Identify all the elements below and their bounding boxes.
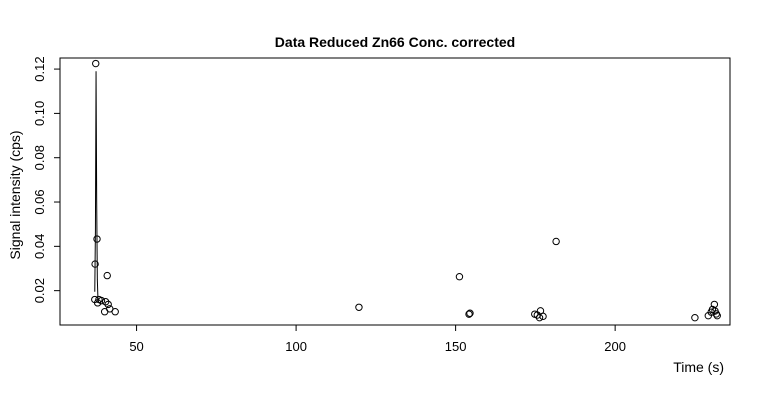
data-point bbox=[691, 313, 699, 322]
y-tick-label: 0.08 bbox=[32, 145, 47, 170]
x-tick-label: 100 bbox=[285, 339, 307, 354]
data-point bbox=[111, 308, 119, 316]
series-line-path bbox=[94, 71, 99, 300]
data-point bbox=[104, 300, 112, 309]
data-point bbox=[93, 235, 101, 243]
data-point bbox=[355, 303, 363, 311]
data-point bbox=[466, 309, 474, 317]
data-points bbox=[91, 59, 721, 322]
data-point bbox=[465, 310, 473, 318]
data-point bbox=[92, 59, 100, 68]
x-tick-label: 200 bbox=[604, 339, 626, 354]
x-axis-label: Time (s) bbox=[673, 359, 724, 375]
data-point bbox=[539, 312, 547, 321]
data-point bbox=[455, 272, 464, 281]
y-tick-label: 0.04 bbox=[32, 234, 47, 259]
y-tick-label: 0.12 bbox=[32, 56, 47, 81]
x-tick-label: 50 bbox=[129, 339, 143, 354]
series-line bbox=[94, 71, 99, 300]
y-axis-label: Signal intensity (cps) bbox=[7, 130, 23, 259]
data-point bbox=[93, 299, 102, 307]
x-axis: 50 100 150 200 bbox=[129, 325, 626, 354]
x-tick-label: 150 bbox=[445, 339, 467, 354]
data-point bbox=[713, 311, 721, 320]
data-point bbox=[91, 260, 99, 268]
y-tick-label: 0.02 bbox=[32, 278, 47, 303]
chart-title: Data Reduced Zn66 Conc. corrected bbox=[275, 34, 515, 50]
y-tick-label: 0.06 bbox=[32, 189, 47, 214]
data-point bbox=[103, 271, 111, 280]
y-axis: 0.02 0.04 0.06 0.08 0.10 0.12 bbox=[32, 56, 60, 303]
data-point bbox=[97, 296, 106, 305]
data-point bbox=[535, 313, 544, 322]
data-point bbox=[552, 237, 560, 246]
y-tick-label: 0.10 bbox=[32, 101, 47, 126]
plot-frame bbox=[59, 57, 731, 326]
